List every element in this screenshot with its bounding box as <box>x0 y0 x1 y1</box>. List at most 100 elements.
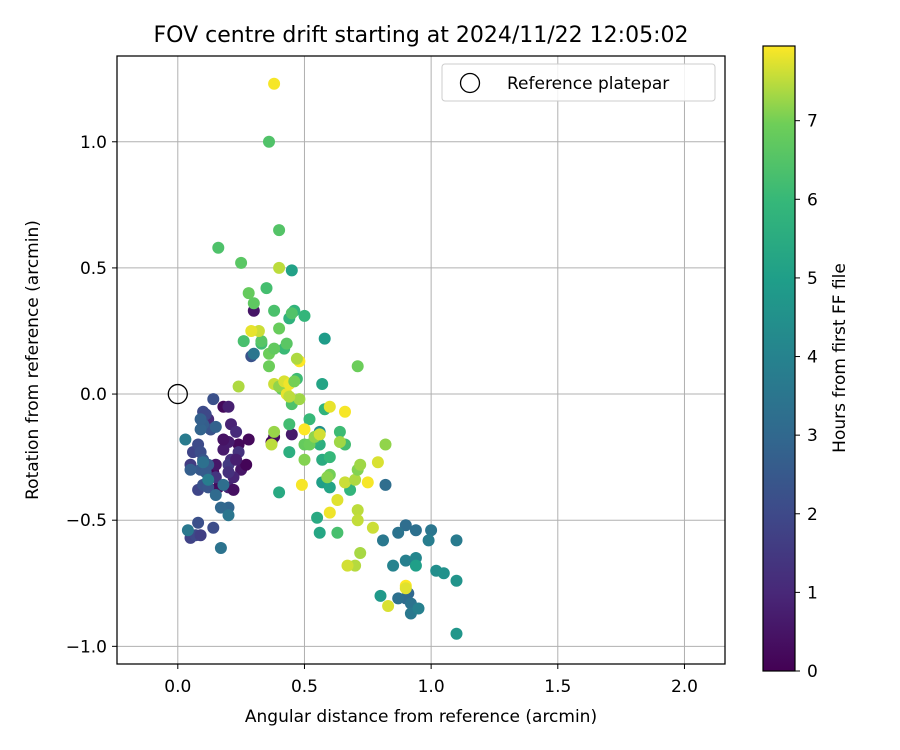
data-point <box>232 380 245 393</box>
data-point <box>387 559 400 572</box>
x-tick-label: 0.5 <box>291 677 318 697</box>
data-point <box>217 443 230 456</box>
data-point <box>268 77 281 90</box>
x-tick-label: 0.0 <box>164 677 191 697</box>
data-point <box>237 335 250 348</box>
data-point <box>321 471 334 484</box>
data-point <box>194 413 207 426</box>
data-point <box>450 574 463 587</box>
x-tick-label: 2.0 <box>671 677 698 697</box>
data-point <box>412 602 425 615</box>
data-point <box>399 582 412 595</box>
data-point <box>265 438 278 451</box>
data-point <box>240 458 253 471</box>
data-point <box>194 529 207 542</box>
data-point <box>247 347 260 360</box>
data-point <box>425 524 438 537</box>
data-point <box>245 325 258 337</box>
data-point <box>217 478 230 491</box>
data-point <box>290 352 303 365</box>
data-point <box>323 400 336 413</box>
x-axis-label: Angular distance from reference (arcmin) <box>245 707 597 727</box>
data-point <box>285 264 298 277</box>
data-point <box>184 463 197 476</box>
data-point <box>333 425 346 438</box>
data-point <box>366 521 379 534</box>
data-point <box>323 481 336 494</box>
data-point <box>230 425 243 438</box>
data-point <box>316 378 329 390</box>
colorbar-tick-label: 7 <box>807 112 818 132</box>
data-point <box>285 307 298 320</box>
data-point <box>247 297 260 310</box>
data-point <box>227 483 240 496</box>
colorbar-tick-label: 4 <box>807 348 818 368</box>
colorbar-tick-label: 0 <box>807 662 818 682</box>
data-point <box>273 261 286 274</box>
plot-frame <box>116 55 726 665</box>
data-point <box>242 433 255 446</box>
data-point <box>273 322 286 335</box>
chart-title: FOV centre drift starting at 2024/11/22 … <box>154 23 689 48</box>
legend-box <box>441 63 716 102</box>
data-point <box>283 418 296 431</box>
data-point <box>268 304 281 317</box>
data-points <box>179 77 463 640</box>
data-point <box>209 420 222 433</box>
data-point <box>192 516 205 529</box>
data-point <box>285 428 298 441</box>
data-point <box>303 413 316 426</box>
y-tick-label: 0.5 <box>80 259 107 279</box>
data-point <box>214 542 227 554</box>
y-axis-label: Rotation from reference (arcmin) <box>23 220 43 500</box>
x-tick-label: 1.0 <box>418 677 445 697</box>
colorbar-ticks: 0 1 2 3 4 5 6 7 <box>795 112 818 682</box>
data-point <box>341 559 354 572</box>
colorbar-tick-label: 6 <box>807 190 818 210</box>
reference-platepar-marker <box>167 383 188 405</box>
data-point <box>382 600 395 612</box>
data-point <box>230 453 243 466</box>
data-point <box>268 342 281 355</box>
data-point <box>379 438 392 451</box>
data-point <box>318 332 331 345</box>
data-point <box>339 405 351 418</box>
data-point <box>268 425 281 438</box>
data-point <box>377 534 389 547</box>
data-point <box>280 337 293 350</box>
data-point <box>260 282 273 295</box>
colorbar-tick-label: 2 <box>807 505 818 525</box>
data-point <box>331 526 344 539</box>
data-point <box>212 241 225 254</box>
data-point <box>351 514 364 527</box>
data-point <box>255 335 268 348</box>
data-point <box>214 501 227 514</box>
colorbar-tick-label: 3 <box>807 426 818 446</box>
data-point <box>392 592 405 605</box>
data-point <box>313 428 326 441</box>
data-point <box>207 521 220 534</box>
data-point <box>333 436 346 448</box>
legend-reference-marker <box>459 72 481 94</box>
data-point <box>298 453 311 466</box>
data-point <box>197 456 210 469</box>
data-point <box>323 451 336 464</box>
data-point <box>217 433 230 446</box>
data-point <box>339 476 351 489</box>
colorbar-gradient <box>762 45 796 672</box>
colorbar-tick-label: 1 <box>807 583 818 603</box>
colorbar: 0 1 2 3 4 5 6 7 Hours from first FF file <box>762 45 850 682</box>
data-point <box>349 473 362 486</box>
data-point <box>351 360 364 373</box>
data-point <box>181 524 194 537</box>
data-point <box>437 567 450 580</box>
data-point <box>283 446 296 459</box>
data-point <box>374 589 387 602</box>
data-point <box>379 478 392 491</box>
y-tick-label: −1.0 <box>66 637 107 657</box>
data-point <box>399 554 412 567</box>
data-point <box>311 511 324 524</box>
data-point <box>323 506 336 519</box>
data-point <box>273 224 286 237</box>
y-tick-label: 0.0 <box>80 385 107 405</box>
